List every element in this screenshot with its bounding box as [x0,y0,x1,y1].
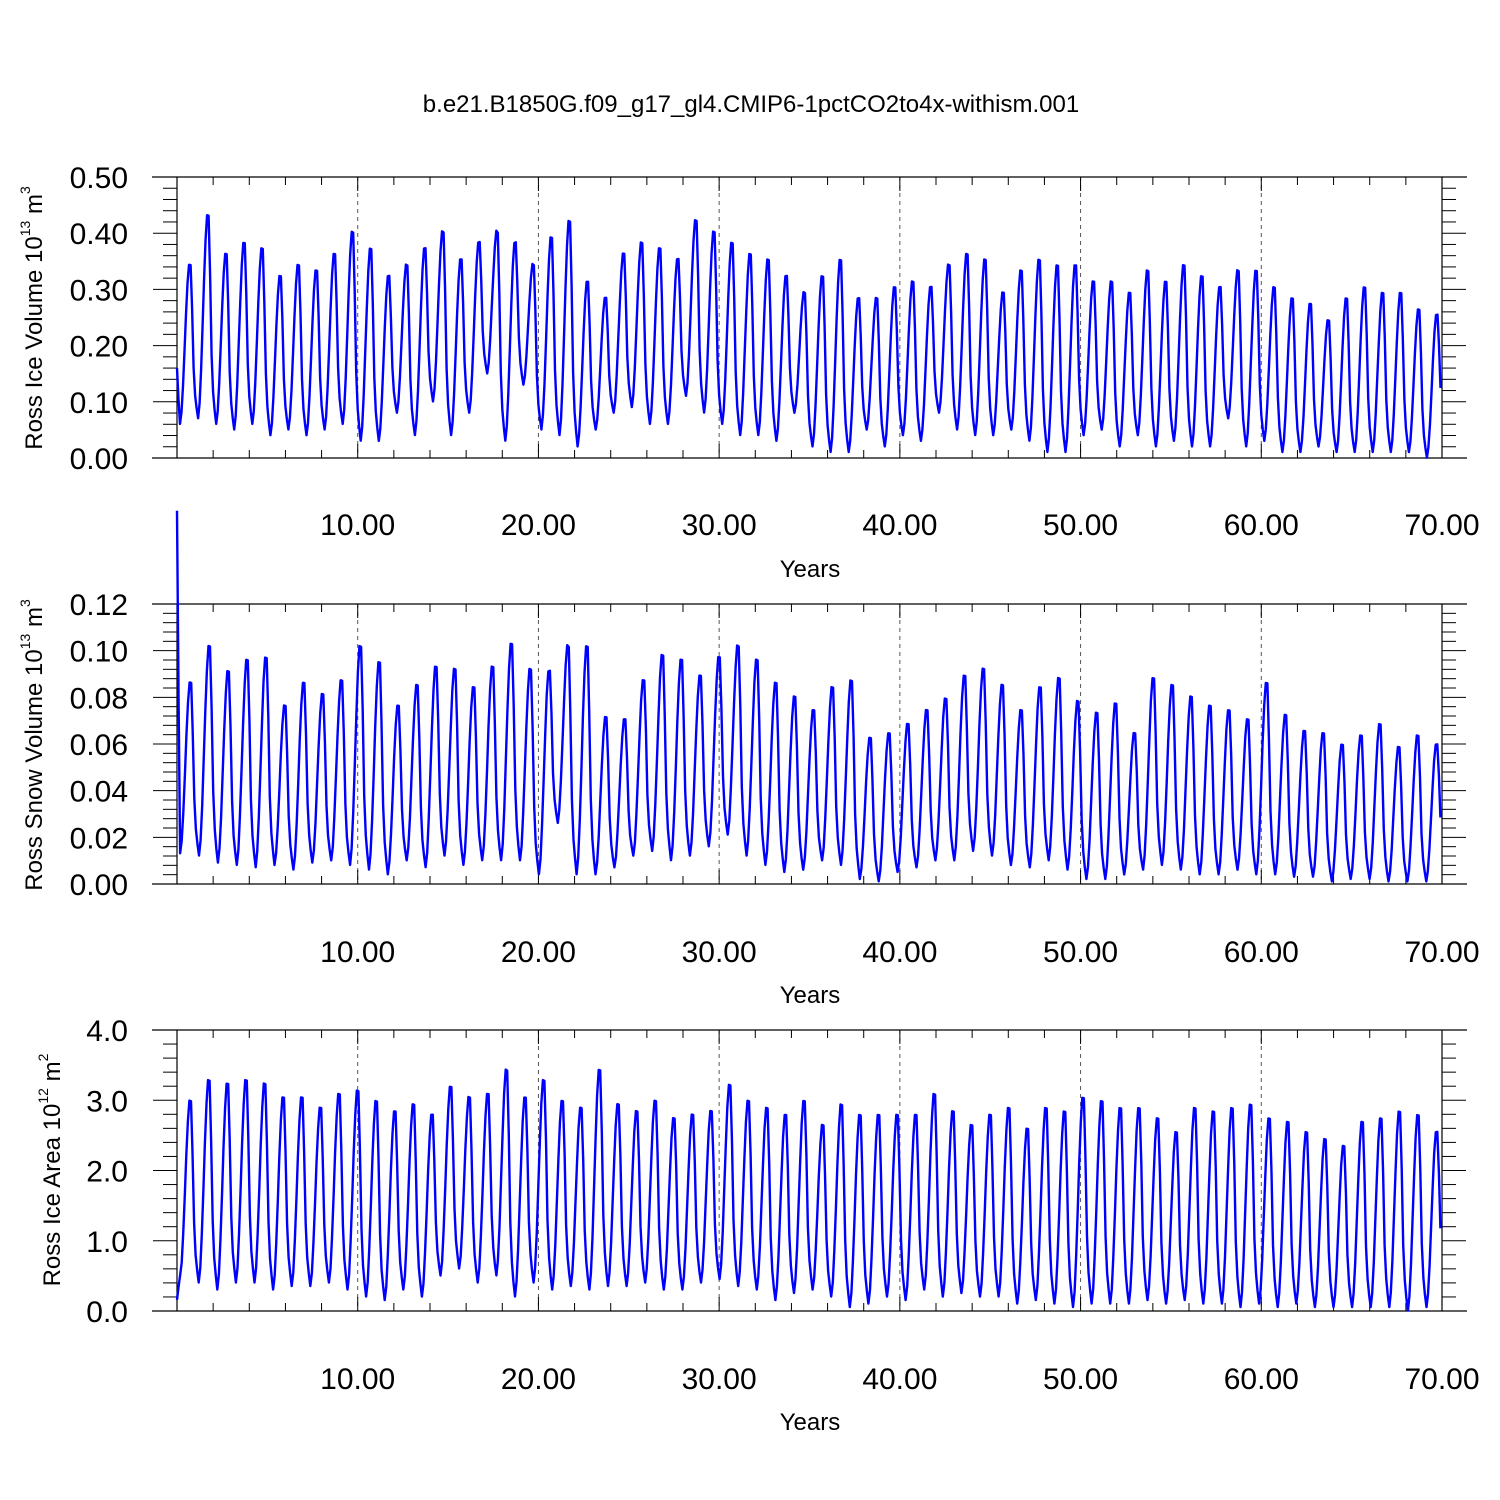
x-tick-label: 60.00 [1224,509,1299,542]
y-tick-label: 0.50 [70,162,128,195]
y-axis-label: Ross Snow Volume 1013 m3 [17,599,48,891]
y-tick-label: 1.0 [86,1226,128,1259]
x-tick-label: 30.00 [682,509,757,542]
x-axis-label: Years [780,1409,841,1436]
x-tick-label: 10.00 [320,936,395,969]
y-tick-label: 0.00 [70,443,128,476]
x-axis-label: Years [780,982,841,1009]
y-tick-label: 0.0 [86,1296,128,1329]
x-tick-label: 10.00 [320,509,395,542]
x-tick-label: 70.00 [1404,936,1479,969]
data-series-line [175,510,1442,883]
x-tick-label: 20.00 [501,936,576,969]
x-tick-label: 70.00 [1404,1363,1479,1396]
y-tick-label: 3.0 [86,1085,128,1118]
x-tick-label: 20.00 [501,1363,576,1396]
panel-ice-area: 0.0 1.0 2.0 3.0 4.0 10.00 20.00 30.00 40.00 50.00… [35,1015,1480,1436]
y-tick-label: 0.30 [70,274,128,307]
y-tick-label: 4.0 [86,1015,128,1048]
x-axis-label: Years [780,556,841,583]
y-tick-label: 0.04 [70,776,128,809]
x-tick-label: 20.00 [501,509,576,542]
x-tick-label: 50.00 [1043,936,1118,969]
y-tick-label: 0.00 [70,869,128,902]
data-series-line [175,1068,1442,1312]
x-tick-label: 60.00 [1224,1363,1299,1396]
y-tick-label: 0.08 [70,682,128,715]
y-tick-label: 0.10 [70,387,128,420]
y-tick-label: 2.0 [86,1156,128,1189]
x-tick-label: 40.00 [862,509,937,542]
x-tick-label: 30.00 [682,1363,757,1396]
y-tick-label: 0.06 [70,729,128,762]
y-tick-label: 0.02 [70,822,128,855]
x-tick-label: 30.00 [682,936,757,969]
x-tick-label: 50.00 [1043,1363,1118,1396]
y-tick-label: 0.12 [70,589,128,622]
x-tick-label: 50.00 [1043,509,1118,542]
y-tick-label: 0.10 [70,636,128,669]
chart-title: b.e21.B1850G.f09_g17_gl4.CMIP6-1pctCO2to… [423,91,1079,118]
y-axis-label: Ross Ice Volume 1013 m3 [17,186,48,450]
x-tick-label: 60.00 [1224,936,1299,969]
data-series-line [175,214,1442,459]
y-tick-label: 0.40 [70,218,128,251]
panel-ice-volume: 0.00 0.10 0.20 0.30 0.40 0.50 10.00 20.00 30.00 4… [17,162,1480,583]
x-tick-label: 70.00 [1404,509,1479,542]
y-axis-label: Ross Ice Area 1012 m2 [35,1053,66,1286]
x-tick-label: 10.00 [320,1363,395,1396]
x-tick-label: 40.00 [862,936,937,969]
x-tick-label: 40.00 [862,1363,937,1396]
panel-snow-volume: 0.00 0.02 0.04 0.06 0.08 0.10 0.12 10.00 20.00 30… [17,510,1480,1009]
y-tick-label: 0.20 [70,331,128,364]
